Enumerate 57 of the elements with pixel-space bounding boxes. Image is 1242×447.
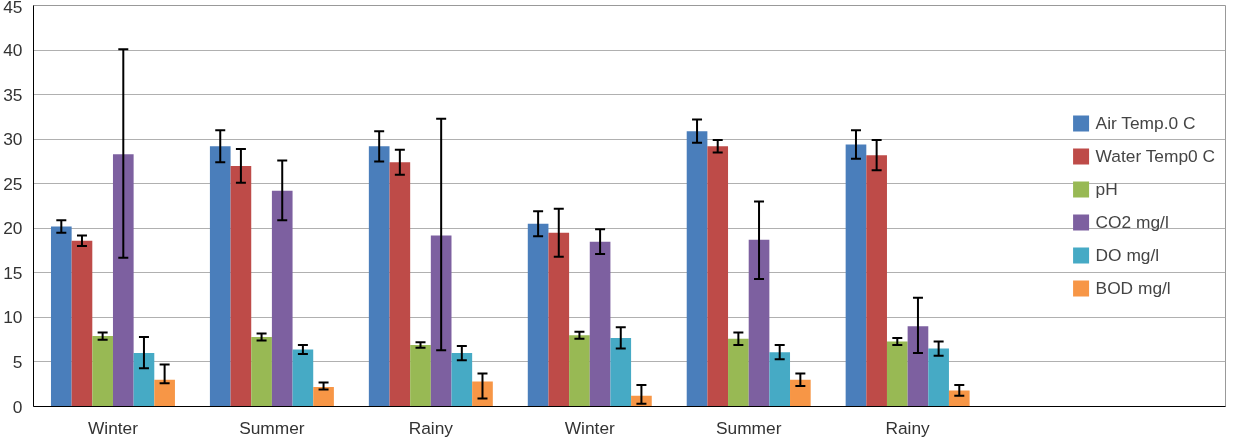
bar	[430, 235, 452, 407]
legend-label: BOD mg/l	[1095, 277, 1171, 299]
bar	[589, 241, 611, 407]
bar	[451, 353, 473, 407]
legend-label: pH	[1095, 178, 1118, 200]
bar	[230, 165, 252, 407]
legend-label: CO2 mg/l	[1095, 211, 1169, 233]
bar	[928, 348, 949, 407]
bar	[527, 223, 549, 407]
legend-label: DO mg/l	[1095, 244, 1160, 266]
legend-label: Water Temp0 C	[1095, 145, 1215, 167]
bar	[748, 239, 770, 407]
y-tick-label: 40	[3, 40, 23, 61]
bar	[948, 390, 970, 407]
bar	[569, 335, 590, 407]
bar	[133, 353, 155, 407]
bar	[292, 349, 314, 407]
y-tick-label: 25	[3, 173, 23, 194]
bar	[728, 338, 749, 407]
bar	[154, 379, 175, 407]
y-tick-label: 0	[12, 396, 23, 417]
bar	[92, 336, 113, 407]
bar	[209, 146, 231, 407]
bar	[389, 162, 411, 407]
bar	[907, 326, 929, 407]
bar	[313, 386, 334, 407]
x-tick-label: Summer	[715, 417, 782, 438]
x-tick-label: Rainy	[408, 417, 454, 438]
y-tick-label: 15	[3, 262, 23, 283]
legend-label: Air Temp.0 C	[1095, 112, 1196, 134]
y-tick-label: 10	[3, 307, 23, 328]
bar	[410, 345, 431, 407]
x-tick-label: Summer	[239, 417, 305, 438]
bar	[790, 379, 811, 407]
y-tick-label: 35	[3, 84, 23, 105]
y-tick-label: 30	[3, 129, 23, 150]
bar	[71, 240, 93, 407]
bar	[845, 144, 867, 407]
bar	[50, 226, 72, 407]
bar	[472, 381, 493, 407]
bar	[686, 131, 708, 407]
x-tick-label: Winter	[564, 417, 616, 438]
bar	[769, 352, 791, 407]
bar	[886, 341, 908, 407]
bar	[707, 146, 729, 407]
bar	[548, 232, 570, 407]
y-tick-label: 5	[12, 351, 23, 372]
x-tick-label: Rainy	[885, 417, 931, 438]
bar	[251, 336, 272, 407]
bar	[112, 154, 134, 407]
bar	[271, 190, 293, 407]
y-tick-label: 45	[3, 0, 23, 17]
x-tick-label: Winter	[87, 417, 139, 438]
bar	[610, 337, 632, 407]
y-tick-label: 20	[3, 218, 23, 239]
bar	[866, 155, 887, 407]
bar	[368, 146, 390, 407]
